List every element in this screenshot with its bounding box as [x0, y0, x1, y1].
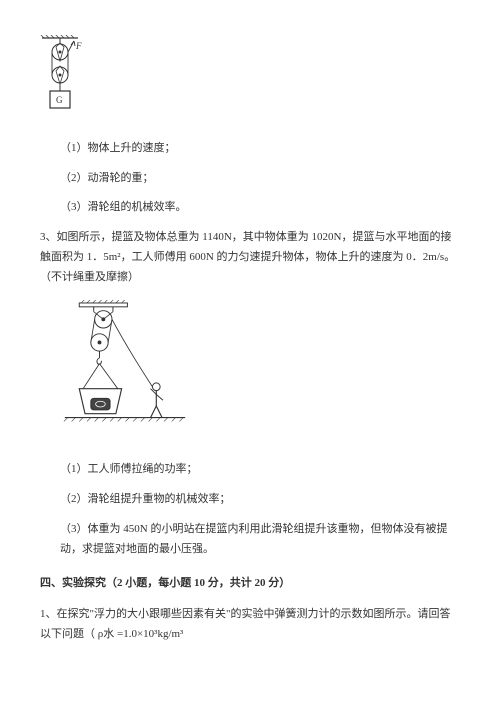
q2-intro: 3、如图所示，提篮及物体总重为 1140N，其中物体重为 1020N，提篮与水平…: [40, 228, 460, 287]
section-4-title: 四、实验探究（2 小题，每小题 10 分，共计 20 分）: [40, 574, 460, 594]
pulley-svg-2: [60, 300, 190, 435]
pulley-svg-1: F G: [40, 35, 88, 113]
q4-1-text: 1、在探究"浮力的大小跟哪些因素有关"的实验中弹簧测力计的示数如图所示。请回答以…: [40, 605, 460, 645]
svg-text:F: F: [75, 41, 82, 51]
pulley-diagram-1: F G: [40, 35, 460, 121]
q2-sub3: （3）体重为 450N 的小明站在提篮内利用此滑轮组提升该重物，但物体没有被提动…: [60, 520, 460, 560]
q2-sub1: （1）工人师傅拉绳的功率；: [60, 460, 460, 480]
q2-sub2: （2）滑轮组提升重物的机械效率；: [60, 490, 460, 510]
svg-text:G: G: [56, 95, 63, 105]
q1-sub2: （2）动滑轮的重；: [60, 169, 460, 189]
q1-sub1: （1）物体上升的速度；: [60, 139, 460, 159]
q1-sub3: （3）滑轮组的机械效率。: [60, 198, 460, 218]
pulley-diagram-2: [60, 300, 460, 443]
